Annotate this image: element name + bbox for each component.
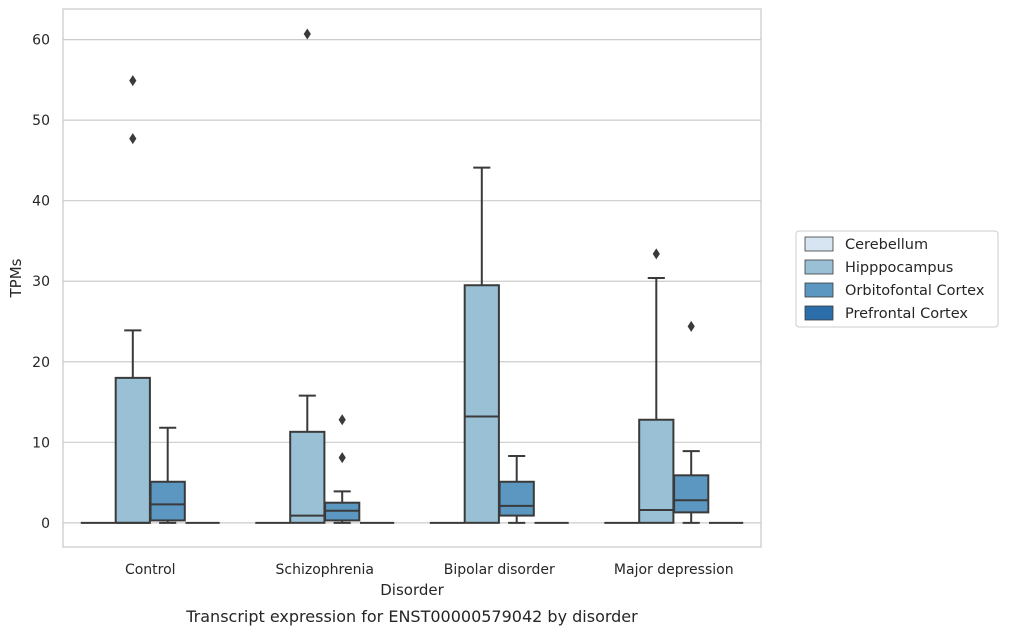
legend-frame	[795, 230, 999, 328]
x-tick-labels: Control Schizophrenia Bipolar disorder Majo…	[125, 562, 734, 578]
box-1-3	[638, 248, 675, 524]
y-tick-label: 0	[41, 516, 50, 532]
box-1-1	[289, 28, 326, 524]
box-1-0	[114, 75, 151, 524]
legend-swatch	[804, 305, 834, 321]
y-tick-labels: 0 10 20 30 40 50 60	[32, 33, 50, 532]
box-iqr	[149, 480, 186, 522]
box-2-0	[149, 426, 186, 524]
y-tick-label: 60	[32, 33, 50, 49]
legend-swatch	[804, 236, 834, 252]
y-tick-label: 30	[32, 274, 50, 290]
box-iqr	[498, 480, 535, 517]
x-tick-label: Bipolar disorder	[444, 562, 555, 578]
outlier-point	[303, 28, 311, 40]
x-tick-label: Schizophrenia	[276, 562, 374, 578]
y-tick-label: 20	[32, 355, 50, 371]
outlier-point	[338, 452, 346, 464]
outlier-point	[687, 320, 695, 332]
box-2-1	[324, 414, 361, 524]
x-tick-label: Control	[125, 562, 176, 578]
legend-label: Orbitofontal Cortex	[845, 283, 985, 299]
legend-swatch	[804, 282, 834, 298]
outlier-point	[652, 248, 660, 260]
legend-label: Hipppocampus	[845, 260, 953, 276]
outlier-point	[129, 75, 137, 87]
box-2-3	[673, 320, 710, 524]
box-1-2	[463, 166, 500, 524]
x-axis-title: Disorder	[380, 581, 444, 599]
box-iqr	[673, 474, 710, 514]
box-iqr	[463, 284, 500, 524]
legend-label: Cerebellum	[845, 237, 928, 253]
outlier-point	[129, 133, 137, 145]
box-iqr	[638, 418, 675, 524]
figure-caption: Transcript expression for ENST0000057904…	[185, 607, 638, 626]
box-2-2	[498, 454, 535, 524]
legend-label: Prefrontal Cortex	[845, 306, 968, 322]
box-iqr	[289, 430, 326, 524]
outlier-point	[338, 414, 346, 426]
y-tick-label: 10	[32, 435, 50, 451]
y-axis-title: TPMs	[7, 258, 25, 298]
y-tick-label: 50	[32, 113, 50, 129]
y-tick-label: 40	[32, 194, 50, 210]
box-iqr	[114, 376, 151, 524]
x-tick-label: Major depression	[614, 562, 734, 578]
legend-swatch	[804, 259, 834, 275]
legend: Cerebellum Hipppocampus Orbitofontal Corte…	[795, 230, 999, 328]
box-series	[80, 28, 744, 524]
